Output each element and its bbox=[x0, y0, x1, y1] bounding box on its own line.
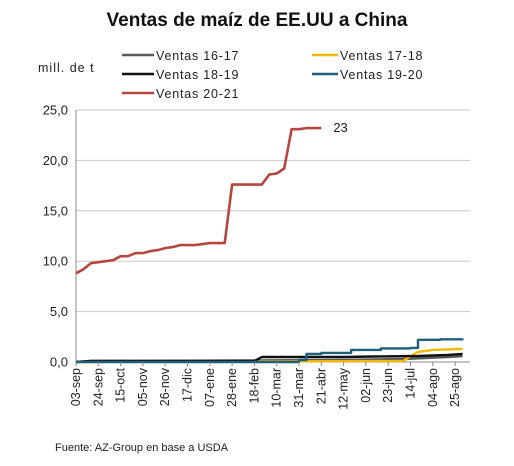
legend-label-19-20: Ventas 19-20 bbox=[340, 68, 423, 82]
x-tick-label: 23-jun bbox=[381, 368, 395, 403]
legend-entry-17-18: Ventas 17-18 bbox=[312, 49, 423, 63]
legend-entry-20-21: Ventas 20-21 bbox=[122, 87, 239, 101]
legend: Ventas 16-17 Ventas 17-18 Ventas 18-19 V… bbox=[122, 49, 423, 101]
y-tick-label: 15,0 bbox=[43, 203, 68, 218]
legend-label-18-19: Ventas 18-19 bbox=[156, 68, 239, 82]
x-tick-label: 12-may bbox=[337, 367, 351, 409]
x-tick-label: 31-mar bbox=[292, 368, 306, 408]
x-tick-label: 05-nov bbox=[136, 367, 150, 406]
chart-title: Ventas de maíz de EE.UU a China bbox=[107, 10, 408, 31]
x-tick-label: 03-sep bbox=[69, 368, 83, 406]
x-tick-label: 04-ago bbox=[426, 368, 440, 407]
x-tick-label: 26-nov bbox=[158, 367, 172, 406]
x-tick-label: 25-ago bbox=[448, 368, 462, 407]
y-tick-label: 20,0 bbox=[43, 153, 68, 168]
x-tick-label: 14-jul bbox=[404, 368, 418, 399]
x-tick-label: 02-jun bbox=[359, 368, 373, 403]
x-axis-ticks: 03-sep 24-sep 15-oct 05-nov 26-nov 17-dic 07-e… bbox=[69, 362, 462, 410]
legend-label-17-18: Ventas 17-18 bbox=[340, 49, 423, 63]
legend-entry-18-19: Ventas 18-19 bbox=[122, 68, 239, 82]
x-tick-label: 17-dic bbox=[181, 368, 195, 402]
x-tick-label: 18-feb bbox=[247, 368, 261, 403]
annotation-20-21-value: 23 bbox=[333, 120, 347, 135]
series-line-ventas-19-20 bbox=[76, 338, 464, 364]
x-tick-label: 10-mar bbox=[270, 368, 284, 408]
legend-label-16-17: Ventas 16-17 bbox=[156, 49, 239, 63]
y-tick-label: 10,0 bbox=[43, 254, 68, 269]
y-axis-unit-label: mill. de t bbox=[38, 61, 95, 75]
x-tick-label: 07-ene bbox=[203, 368, 217, 407]
gridlines bbox=[76, 109, 470, 313]
legend-entry-16-17: Ventas 16-17 bbox=[122, 49, 239, 63]
y-axis-ticks: 0,0 5,0 10,0 15,0 20,0 25,0 bbox=[43, 103, 68, 370]
x-tick-label: 24-sep bbox=[91, 368, 105, 406]
legend-entry-19-20: Ventas 19-20 bbox=[312, 68, 423, 82]
axes bbox=[75, 110, 470, 363]
x-tick-label: 28-ene bbox=[225, 368, 239, 407]
series-line-ventas-20-21 bbox=[75, 126, 322, 275]
x-tick-label: 21-abr bbox=[314, 368, 328, 404]
series-lines bbox=[75, 126, 464, 364]
legend-label-20-21: Ventas 20-21 bbox=[156, 87, 239, 101]
y-tick-label: 5,0 bbox=[50, 304, 68, 319]
y-tick-label: 0,0 bbox=[50, 355, 68, 370]
source-note: Fuente: AZ-Group en base a USDA bbox=[55, 442, 229, 454]
y-tick-label: 25,0 bbox=[43, 103, 68, 118]
x-tick-label: 15-oct bbox=[114, 367, 128, 402]
